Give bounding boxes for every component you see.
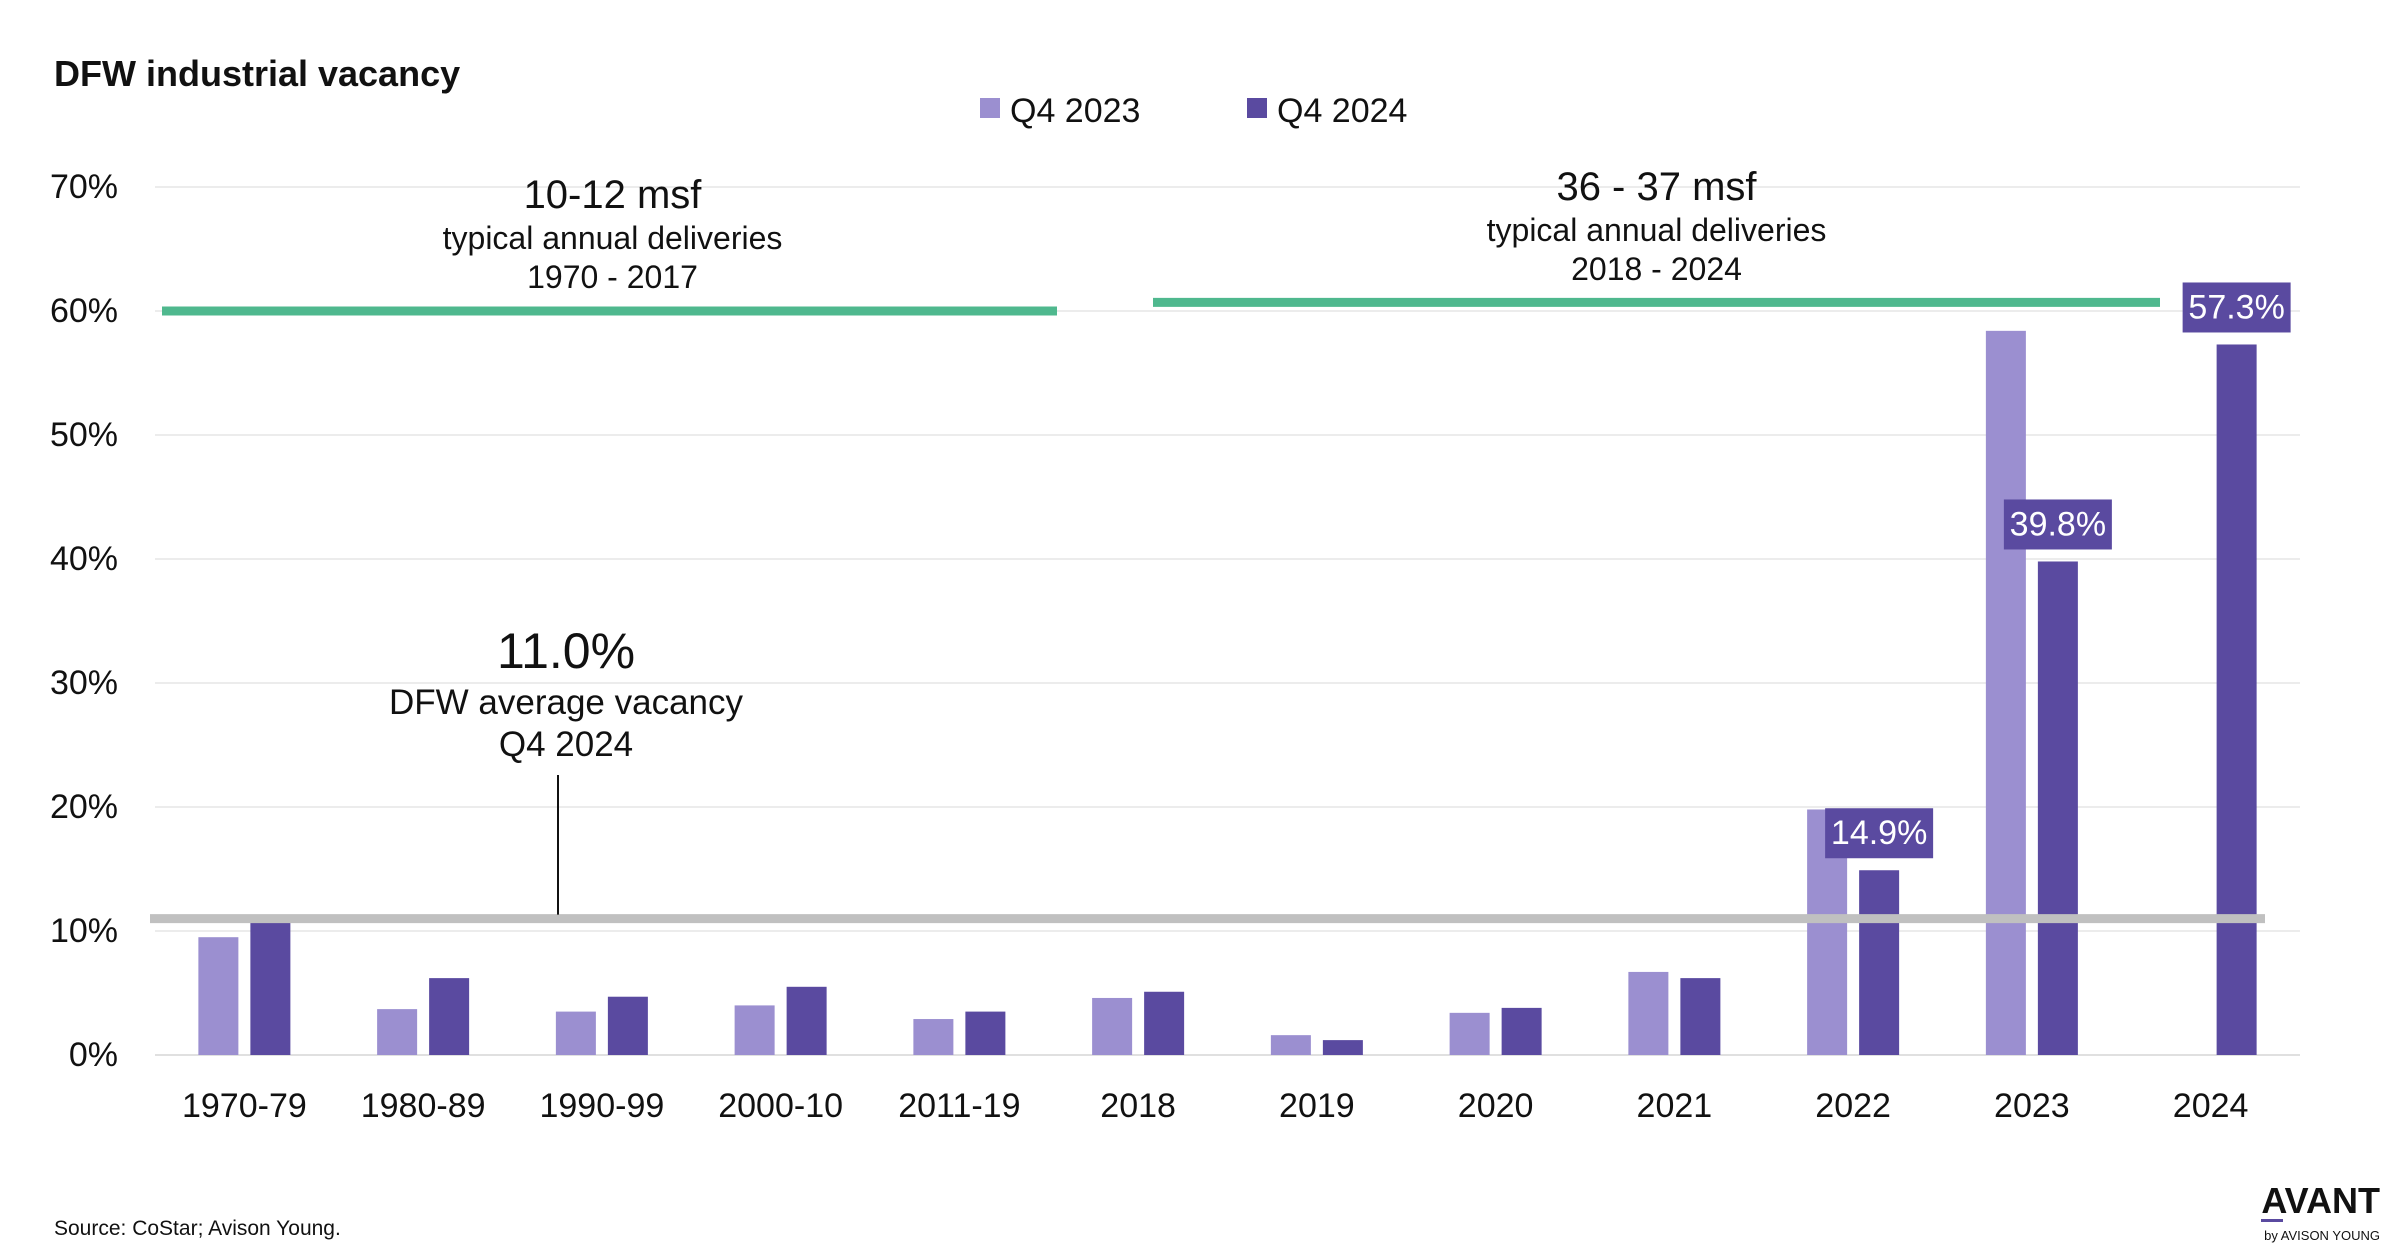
period-headline: 10-12 msf: [524, 173, 703, 217]
x-tick-label: 2019: [1279, 1087, 1355, 1125]
bars: [198, 330, 2257, 1056]
bar-q4-2023: [1449, 1012, 1490, 1055]
x-tick-label: 1970-79: [182, 1087, 307, 1125]
chart-title: DFW industrial vacancy: [54, 53, 460, 94]
data-label-box: [2003, 499, 2112, 550]
data-label: 39.8%: [2010, 505, 2106, 543]
bar-q4-2024: [429, 978, 470, 1055]
y-tick-label: 20%: [50, 788, 118, 826]
y-tick-label: 60%: [50, 292, 118, 330]
legend: Q4 2023 Q4 2024: [980, 92, 1407, 130]
bar-q4-2023: [555, 1011, 596, 1055]
data-labels: 14.9% 39.8% 57.3%: [1825, 282, 2291, 859]
bar-q4-2024: [1859, 870, 1900, 1055]
x-tick-label: 2024: [2173, 1087, 2249, 1125]
legend-label: Q4 2024: [1277, 92, 1407, 130]
legend-swatch: [980, 98, 1000, 118]
logo-sub: by AVISON YOUNG: [2264, 1228, 2380, 1243]
y-tick-label: 70%: [50, 168, 118, 206]
bar-q4-2024: [1501, 1007, 1542, 1055]
bar-q4-2024: [786, 986, 827, 1055]
x-tick-label: 2018: [1100, 1087, 1176, 1125]
logo-underline: [2261, 1219, 2283, 1222]
bar-q4-2024: [1144, 991, 1185, 1055]
x-tick-label: 2011-19: [898, 1087, 1020, 1125]
bar-q4-2023: [1092, 997, 1133, 1055]
data-label-box: [2182, 282, 2291, 333]
bar-q4-2024: [607, 996, 648, 1055]
x-tick-label: 1990-99: [539, 1087, 664, 1125]
average-label: DFW average vacancy: [389, 683, 744, 722]
x-tick-label: 2021: [1637, 1087, 1713, 1125]
bar-q4-2024: [965, 1011, 1006, 1055]
bar-q4-2024: [250, 919, 291, 1055]
average-value: 11.0%: [497, 623, 635, 679]
y-tick-label: 50%: [50, 416, 118, 454]
bar-q4-2024: [2216, 344, 2257, 1056]
data-label: 14.9%: [1831, 814, 1927, 852]
x-tick-label: 2000-10: [718, 1087, 843, 1125]
bar-q4-2023: [1628, 971, 1669, 1055]
avant-logo: AVANT by AVISON YOUNG: [2261, 1180, 2380, 1243]
bar-q4-2024: [2037, 561, 2078, 1055]
x-tick-label: 1980-89: [361, 1087, 486, 1125]
x-tick-label: 2022: [1815, 1087, 1891, 1125]
source-note: Source: CoStar; Avison Young.: [54, 1217, 341, 1240]
bar-q4-2024: [1680, 978, 1721, 1055]
bar-q4-2023: [1985, 330, 2026, 1056]
bar-q4-2023: [198, 937, 239, 1055]
period-years: 2018 - 2024: [1571, 251, 1742, 287]
x-tick-label: 2020: [1458, 1087, 1534, 1125]
data-label: 57.3%: [2188, 288, 2284, 326]
y-tick-label: 0%: [69, 1036, 118, 1074]
period-headline: 36 - 37 msf: [1556, 165, 1757, 209]
average-period: Q4 2024: [499, 725, 633, 764]
bar-q4-2023: [377, 1009, 418, 1055]
y-tick-label: 30%: [50, 664, 118, 702]
bar-q4-2023: [734, 1005, 775, 1055]
y-axis: 0% 10% 20% 30% 40% 50% 60% 70%: [50, 168, 118, 1074]
gridlines: [155, 186, 2300, 1056]
bar-q4-2023: [913, 1019, 954, 1055]
logo-main: AVANT: [2261, 1180, 2380, 1221]
y-tick-label: 10%: [50, 912, 118, 950]
x-axis: 1970-79 1980-89 1990-99 2000-10 2011-19 2018 2…: [182, 1087, 2248, 1125]
bar-q4-2023: [1270, 1035, 1311, 1055]
data-label-box: [1825, 808, 1934, 859]
legend-label: Q4 2023: [1010, 92, 1140, 130]
period-years: 1970 - 2017: [527, 259, 698, 295]
y-tick-label: 40%: [50, 540, 118, 578]
x-tick-label: 2023: [1994, 1087, 2070, 1125]
period-subtitle: typical annual deliveries: [443, 220, 783, 256]
period-subtitle: typical annual deliveries: [1487, 212, 1827, 248]
bar-q4-2024: [1322, 1040, 1363, 1055]
legend-swatch: [1247, 98, 1267, 118]
